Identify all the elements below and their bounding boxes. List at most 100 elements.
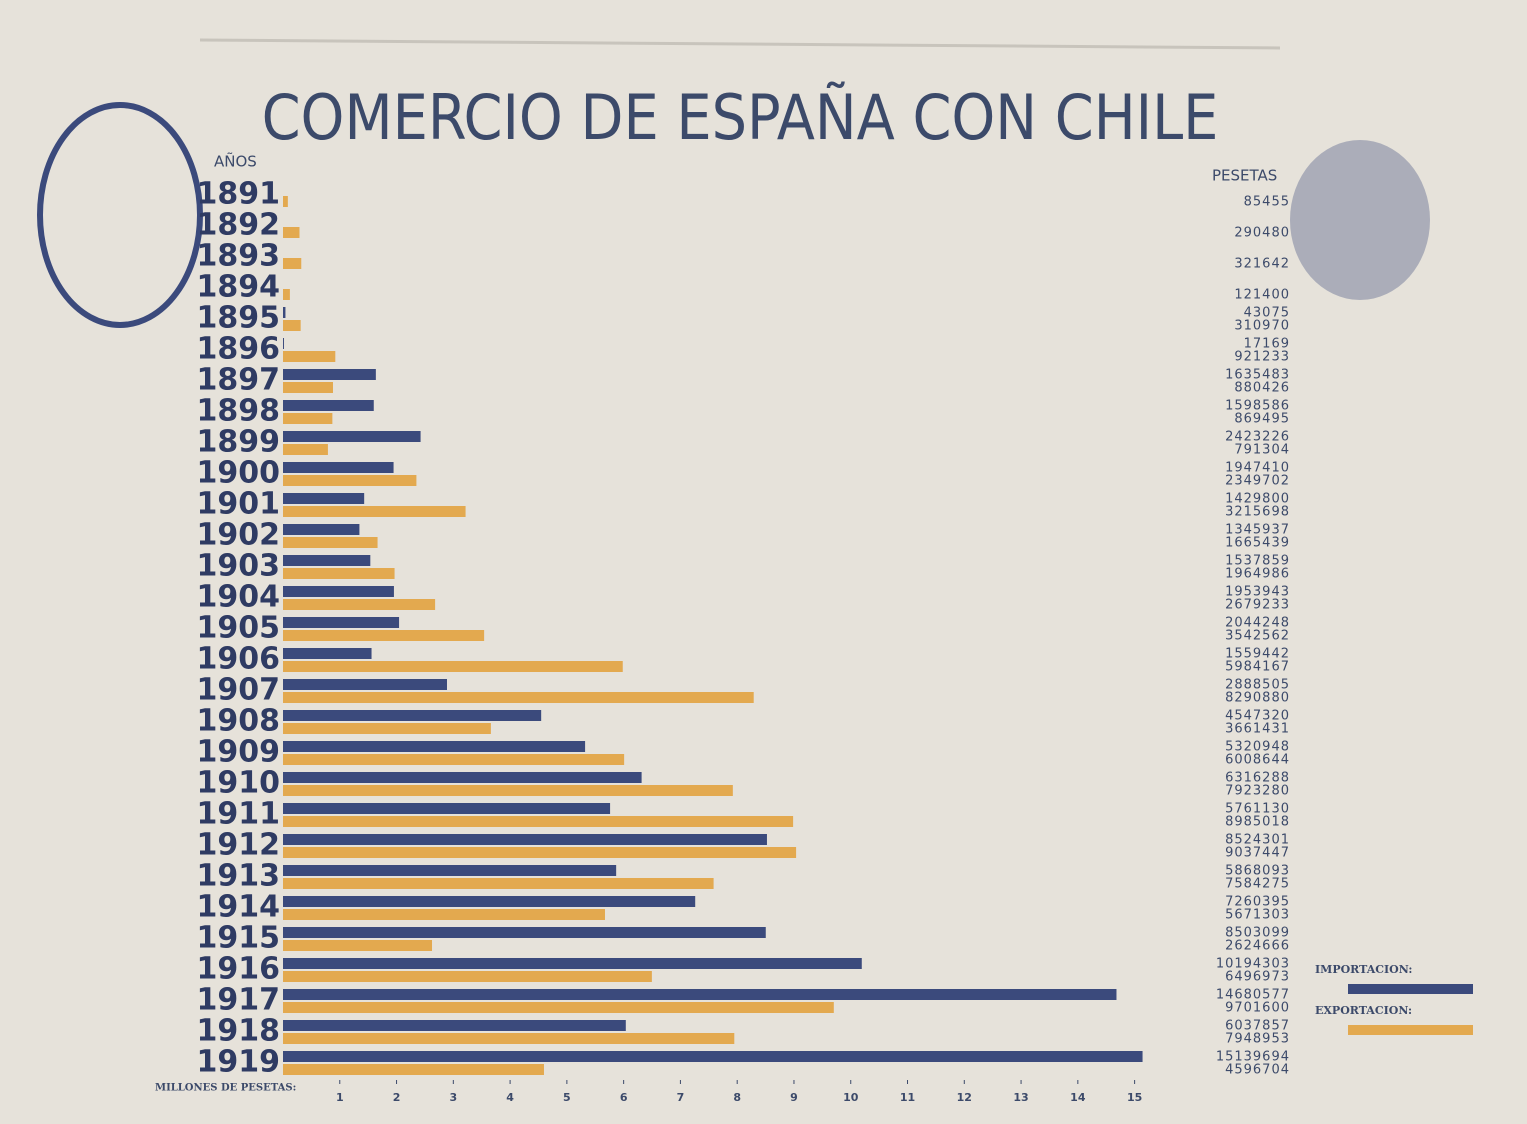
x-tick-label: 13 xyxy=(1013,1091,1028,1104)
y-tick-label: 1893 xyxy=(197,239,281,274)
x-tick-label: 3 xyxy=(449,1091,457,1104)
bar xyxy=(283,382,333,393)
x-tick-label: 1 xyxy=(336,1091,344,1104)
value-label: 8985018 xyxy=(1225,815,1290,830)
y-tick-label: 1915 xyxy=(197,921,281,956)
value-label: 2679233 xyxy=(1225,598,1290,613)
value-label: 14680577 xyxy=(1216,988,1290,1003)
value-label: 921233 xyxy=(1234,350,1290,365)
bar xyxy=(283,648,372,659)
x-tick-label: 9 xyxy=(790,1091,798,1104)
y-tick-label: 1891 xyxy=(197,177,281,212)
bar xyxy=(283,816,794,827)
y-tick-label: 1901 xyxy=(197,487,281,522)
value-label: 6008644 xyxy=(1225,753,1290,768)
value-label: 15139694 xyxy=(1216,1050,1290,1065)
category-header: AÑOS xyxy=(214,152,257,171)
value-label: 8503099 xyxy=(1225,926,1290,941)
bar xyxy=(283,1051,1143,1062)
bar xyxy=(283,475,417,486)
y-tick-label: 1896 xyxy=(197,332,281,367)
value-label: 4547320 xyxy=(1225,709,1290,724)
value-label: 1559442 xyxy=(1225,647,1290,662)
bar xyxy=(283,971,652,982)
bar xyxy=(283,847,797,858)
bar xyxy=(283,338,284,349)
value-label: 791304 xyxy=(1234,443,1290,458)
value-label: 1537859 xyxy=(1225,554,1290,569)
value-label: 10194303 xyxy=(1216,957,1290,972)
value-label: 5320948 xyxy=(1225,740,1290,755)
x-tick-label: 10 xyxy=(843,1091,859,1104)
value-label: 880426 xyxy=(1234,381,1290,396)
bar xyxy=(283,506,466,517)
value-label: 9037447 xyxy=(1225,846,1290,861)
bar xyxy=(283,741,586,752)
legend-swatch xyxy=(1348,984,1473,994)
bar xyxy=(283,555,371,566)
value-label: 2349702 xyxy=(1225,474,1290,489)
x-tick-label: 5 xyxy=(563,1091,571,1104)
bar xyxy=(283,568,395,579)
value-label: 1665439 xyxy=(1225,536,1290,551)
bar xyxy=(283,878,714,889)
bar xyxy=(283,1002,834,1013)
y-tick-label: 1913 xyxy=(197,859,281,894)
value-label: 1635483 xyxy=(1225,368,1290,383)
bar xyxy=(283,723,491,734)
bar xyxy=(283,586,394,597)
bar xyxy=(283,258,302,269)
value-label: 310970 xyxy=(1234,319,1290,334)
bar xyxy=(283,444,328,455)
value-label: 321642 xyxy=(1234,257,1290,272)
value-label: 4596704 xyxy=(1225,1063,1290,1078)
bar xyxy=(283,710,542,721)
value-label: 7260395 xyxy=(1225,895,1290,910)
bar xyxy=(283,896,696,907)
value-label: 2044248 xyxy=(1225,616,1290,631)
value-header: PESETAS xyxy=(1212,167,1277,185)
y-tick-label: 1892 xyxy=(197,208,281,243)
y-tick-label: 1908 xyxy=(197,704,281,739)
x-tick-label: 12 xyxy=(957,1091,972,1104)
y-tick-label: 1912 xyxy=(197,828,281,863)
value-label: 8524301 xyxy=(1225,833,1290,848)
emblem-left xyxy=(37,102,203,328)
bar xyxy=(283,431,421,442)
bar xyxy=(283,754,625,765)
bar xyxy=(283,692,754,703)
y-tick-label: 1900 xyxy=(197,456,281,491)
value-label: 6496973 xyxy=(1225,970,1290,985)
bar xyxy=(283,400,374,411)
bar xyxy=(283,196,288,207)
value-label: 7923280 xyxy=(1225,784,1290,799)
bar xyxy=(283,927,766,938)
y-tick-label: 1911 xyxy=(197,797,281,832)
bar xyxy=(283,803,611,814)
value-label: 3661431 xyxy=(1225,722,1290,737)
bar xyxy=(283,320,301,331)
value-label: 8290880 xyxy=(1225,691,1290,706)
value-label: 17169 xyxy=(1244,337,1290,352)
value-label: 1953943 xyxy=(1225,585,1290,600)
bar xyxy=(283,307,286,318)
bar xyxy=(283,413,333,424)
y-tick-label: 1910 xyxy=(197,766,281,801)
emblem-right xyxy=(1290,140,1430,300)
x-tick-label: 8 xyxy=(733,1091,741,1104)
value-label: 43075 xyxy=(1244,306,1290,321)
x-tick-label: 4 xyxy=(506,1091,514,1104)
y-tick-label: 1906 xyxy=(197,642,281,677)
x-tick-label: 14 xyxy=(1070,1091,1086,1104)
bar xyxy=(283,958,862,969)
bar xyxy=(283,989,1117,1000)
y-tick-label: 1914 xyxy=(197,890,281,925)
bar xyxy=(283,599,436,610)
bar xyxy=(283,661,623,672)
bar xyxy=(283,351,336,362)
y-tick-label: 1907 xyxy=(197,673,281,708)
legend-label: EXPORTACION: xyxy=(1315,1004,1412,1017)
bar xyxy=(283,524,360,535)
value-label: 869495 xyxy=(1234,412,1290,427)
